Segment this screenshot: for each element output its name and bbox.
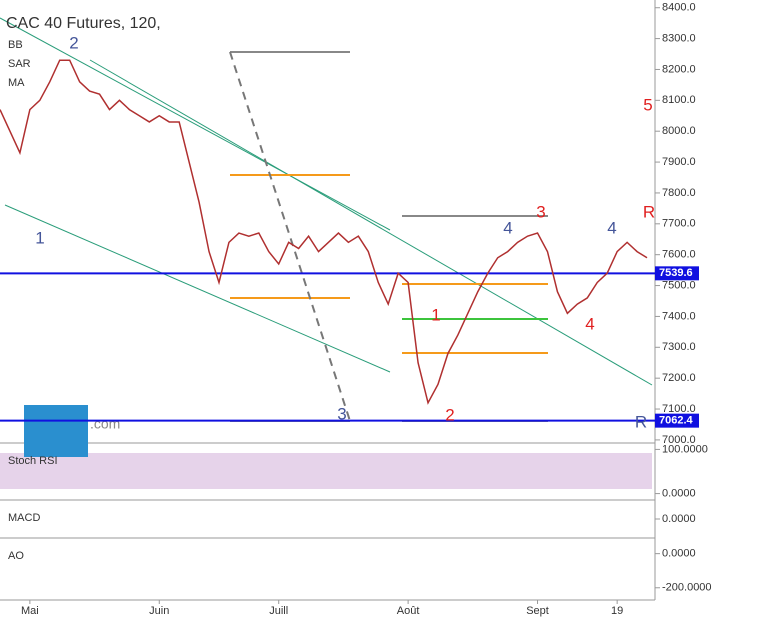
wave-label: 4	[585, 314, 594, 333]
y-tick-label: 7400.0	[662, 310, 696, 322]
trend-line	[4, 204, 391, 373]
watermark: .com	[90, 416, 120, 432]
level-tag	[655, 266, 699, 281]
indicator-label: SAR	[8, 58, 31, 70]
x-tick-label: Mai	[21, 605, 39, 617]
y-tick-label: 7600.0	[662, 249, 696, 261]
x-tick-label: Sept	[526, 605, 549, 617]
x-tick-label: Juill	[269, 605, 288, 617]
stoch-band	[0, 453, 652, 489]
wave-label: R	[643, 202, 655, 221]
y-tick-label: 8000.0	[662, 125, 696, 137]
y-tick-label: 7900.0	[662, 156, 696, 168]
y-tick-label: 8100.0	[662, 94, 696, 106]
wave-label: 1	[35, 228, 44, 247]
wave-label: 1	[431, 305, 440, 324]
y-tick-label: 8200.0	[662, 63, 696, 75]
pane-tick-label: 0.0000	[662, 548, 696, 560]
y-tick-label: 7800.0	[662, 187, 696, 199]
y-tick-label: 7000.0	[662, 434, 696, 446]
wave-label: 4	[607, 218, 616, 237]
y-tick-label: 8400.0	[662, 2, 696, 14]
y-tick-label: 8300.0	[662, 32, 696, 44]
wave-label: 2	[69, 33, 78, 52]
pane-tick-label: 0.0000	[662, 513, 696, 525]
y-tick-label: 7200.0	[662, 372, 696, 384]
wave-label: 2	[445, 405, 454, 424]
pane-label: Stoch RSI	[8, 455, 58, 467]
wave-label: 5	[643, 95, 652, 114]
wave-label: 3	[337, 404, 346, 423]
pane-tick-label: -200.0000	[662, 582, 712, 594]
level-label: 7539.6	[659, 267, 693, 279]
y-tick-label: 7100.0	[662, 403, 696, 415]
indicator-label: MA	[8, 77, 25, 89]
indicator-label: BB	[8, 39, 23, 51]
price-line	[0, 59, 648, 405]
wave-label: 4	[503, 218, 512, 237]
level-tag	[655, 413, 699, 428]
trend-line	[0, 17, 391, 231]
logo	[24, 405, 88, 457]
y-tick-label: 7500.0	[662, 279, 696, 291]
x-tick-label: Août	[397, 605, 420, 617]
chart-title: CAC 40 Futures, 120,	[6, 15, 161, 32]
wave-label: R	[635, 412, 647, 431]
pane-tick-label: 100.0000	[662, 443, 708, 455]
wave-label: 3	[536, 202, 545, 221]
pane-tick-label: 0.0000	[662, 487, 696, 499]
pane-label: AO	[8, 550, 24, 562]
x-tick-label: Juin	[149, 605, 169, 617]
y-tick-label: 7700.0	[662, 218, 696, 230]
y-tick-label: 7300.0	[662, 341, 696, 353]
level-label: 7062.4	[659, 415, 694, 427]
x-tick-label: 19	[611, 605, 623, 617]
pane-label: MACD	[8, 512, 40, 524]
fib-diagonal	[229, 51, 351, 422]
trend-line	[89, 59, 653, 386]
